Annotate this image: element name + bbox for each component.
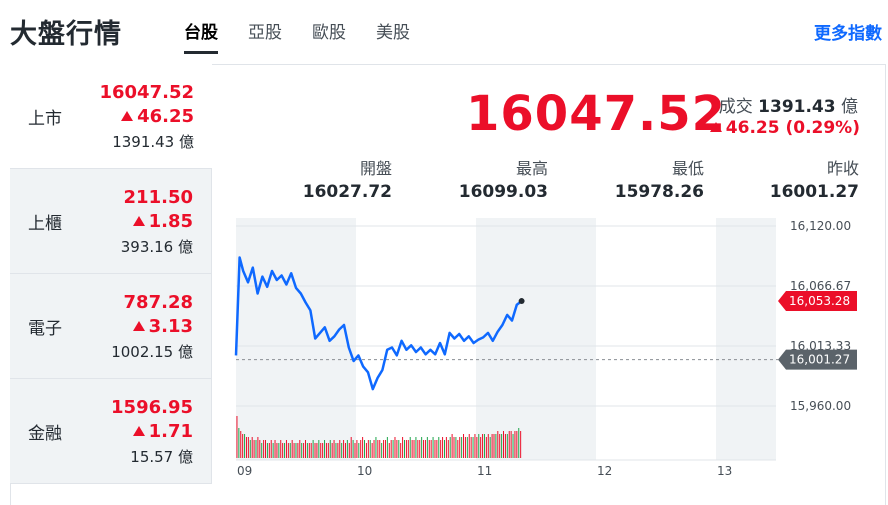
- up-arrow-icon: [709, 122, 722, 132]
- stat-low: 最低 15978.26: [614, 159, 704, 202]
- index-sidebar: 上市 16047.52 46.25 1391.43 億 上櫃 211.50 1.…: [10, 64, 212, 484]
- sidebar-item-volume: 1002.15 億: [111, 343, 193, 361]
- up-arrow-icon: [121, 111, 134, 121]
- sidebar-item-volume: 1391.43 億: [112, 133, 194, 151]
- tab-taiwan[interactable]: 台股: [184, 18, 218, 54]
- sidebar-item-name: 上櫃: [28, 214, 62, 234]
- up-arrow-icon: [132, 426, 145, 436]
- sidebar-item-listed[interactable]: 上市 16047.52 46.25 1391.43 億: [10, 64, 212, 169]
- stat-open: 開盤 16027.72: [302, 159, 392, 202]
- tab-us[interactable]: 美股: [376, 23, 410, 43]
- up-arrow-icon: [132, 321, 145, 331]
- sidebar-item-volume: 15.57 億: [130, 448, 193, 466]
- sidebar-item-name: 金融: [28, 424, 62, 444]
- trade-volume: 成交 1391.43 億: [718, 97, 858, 117]
- stat-high: 最高 16099.03: [458, 159, 548, 202]
- sidebar-item-name: 上市: [28, 109, 62, 129]
- sidebar-item-value: 16047.52: [99, 82, 194, 103]
- more-indices-link[interactable]: 更多指數: [814, 24, 882, 44]
- sidebar-item-change: 1.71: [132, 421, 193, 442]
- sidebar-item-change: 46.25: [121, 106, 194, 127]
- index-price: 16047.52: [466, 86, 727, 142]
- sidebar-item-value: 1596.95: [111, 397, 193, 418]
- market-tabs: 台股 亞股 歐股 美股: [184, 18, 440, 54]
- sidebar-item-otc[interactable]: 上櫃 211.50 1.85 393.16 億: [10, 169, 212, 274]
- sidebar-item-electronics[interactable]: 電子 787.28 3.13 1002.15 億: [10, 274, 212, 379]
- sidebar-item-finance[interactable]: 金融 1596.95 1.71 15.57 億: [10, 379, 212, 484]
- sidebar-item-volume: 393.16 億: [120, 238, 193, 256]
- stat-prev-close: 昨收 16001.27: [769, 159, 859, 202]
- sidebar-item-value: 211.50: [123, 187, 193, 208]
- index-change: 46.25 (0.29%): [709, 118, 860, 138]
- tab-europe[interactable]: 歐股: [312, 23, 346, 43]
- up-arrow-icon: [132, 216, 145, 226]
- sidebar-item-change: 3.13: [132, 316, 193, 337]
- sidebar-item-change: 1.85: [132, 211, 193, 232]
- tab-asia[interactable]: 亞股: [248, 23, 282, 43]
- sidebar-item-value: 787.28: [123, 292, 193, 313]
- sidebar-item-name: 電子: [28, 319, 62, 339]
- page-title: 大盤行情: [10, 19, 122, 50]
